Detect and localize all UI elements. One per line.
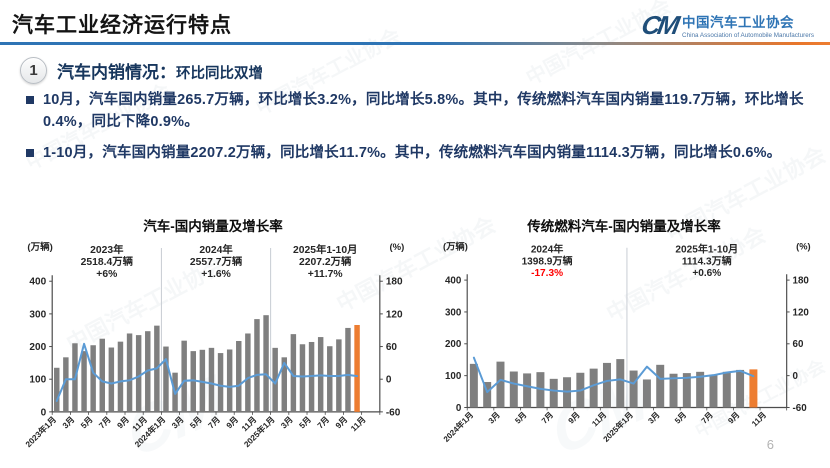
svg-text:7月: 7月 [316, 415, 331, 430]
svg-text:0: 0 [456, 403, 462, 414]
svg-text:2024年: 2024年 [199, 243, 233, 256]
logo-org-name: 中国汽车工业协会 [682, 15, 795, 30]
svg-text:60: 60 [793, 339, 804, 350]
svg-text:0: 0 [793, 371, 799, 382]
chart-fuel-domestic-sales: 传统燃料汽车-国内销量及增长率 (万辆) (%) 0 100 200 300 400 -60 0… [428, 219, 820, 461]
svg-text:120: 120 [793, 308, 810, 319]
svg-text:2025年1-10月: 2025年1-10月 [675, 243, 738, 256]
svg-text:3月: 3月 [279, 415, 294, 430]
svg-text:300: 300 [445, 308, 462, 319]
svg-text:2518.4万辆: 2518.4万辆 [81, 255, 134, 268]
svg-text:400: 400 [29, 277, 46, 288]
svg-text:5月: 5月 [298, 415, 313, 430]
bullet-text: 1-10月，汽车国内销量2207.2万辆，同比增长11.7%。其中，传统燃料汽车… [43, 144, 782, 161]
svg-text:3月: 3月 [646, 411, 661, 426]
svg-text:180: 180 [386, 277, 403, 288]
section-header: 1 汽车内销情况：环比同比双增 [20, 57, 830, 84]
svg-text:(万辆): (万辆) [27, 241, 52, 253]
bullet-square-icon [26, 96, 34, 104]
svg-text:180: 180 [793, 276, 810, 287]
svg-text:2024年1月: 2024年1月 [441, 410, 475, 444]
svg-text:11月: 11月 [349, 415, 367, 433]
bullet-square-icon [26, 148, 34, 157]
svg-text:+1.6%: +1.6% [201, 269, 231, 280]
section-number-badge: 1 [20, 57, 47, 84]
svg-text:200: 200 [445, 339, 462, 350]
svg-text:9月: 9月 [334, 415, 349, 430]
svg-text:2023年1月: 2023年1月 [23, 414, 58, 449]
svg-text:7月: 7月 [97, 415, 112, 430]
logo-text: 中国汽车工业协会 China Association of Automobile… [682, 11, 814, 39]
section-title: 汽车内销情况：环比同比双增 [57, 58, 263, 83]
svg-text:3月: 3月 [61, 415, 76, 430]
bullet-item: 1-10月，汽车国内销量2207.2万辆，同比增长11.7%。其中，传统燃料汽车… [26, 142, 816, 164]
chart-title: 汽车-国内销量及增长率 [143, 219, 283, 234]
header: 汽车工业经济运行特点 CM 中国汽车工业协会 China Association… [0, 0, 830, 42]
page-number: 6 [766, 437, 774, 452]
bullet-item: 10月，汽车国内销量265.7万辆，环比增长3.2%，同比增长5.8%。其中，传… [26, 89, 816, 134]
svg-text:0: 0 [386, 375, 392, 386]
caam-logo-icon: CM [638, 10, 679, 40]
svg-text:60: 60 [386, 342, 398, 353]
chart-auto-domestic-sales: 汽车-国内销量及增长率 (万辆) (%) 0 100 200 300 400 -60 0 60 12… [12, 219, 414, 461]
svg-text:2025年1-10月: 2025年1-10月 [293, 243, 357, 256]
svg-text:-17.3%: -17.3% [531, 268, 563, 279]
svg-text:7月: 7月 [540, 411, 555, 426]
svg-text:-60: -60 [793, 403, 808, 414]
chart-title: 传统燃料汽车-国内销量及增长率 [527, 219, 721, 234]
svg-text:2557.7万辆: 2557.7万辆 [190, 255, 243, 268]
svg-text:+6%: +6% [96, 269, 117, 280]
svg-text:3月: 3月 [170, 415, 185, 430]
svg-text:(万辆): (万辆) [443, 241, 468, 252]
svg-text:400: 400 [445, 276, 462, 287]
svg-text:200: 200 [29, 342, 46, 353]
header-divider [0, 42, 830, 45]
bullet-text: 10月，汽车国内销量265.7万辆，环比增长3.2%，同比增长5.8%。其中，传… [43, 92, 804, 131]
svg-text:11月: 11月 [590, 411, 608, 429]
svg-text:9月: 9月 [225, 415, 240, 430]
svg-text:5月: 5月 [188, 415, 203, 430]
section-subheading: 环比同比双增 [176, 66, 263, 82]
svg-text:2024年: 2024年 [531, 243, 564, 256]
svg-text:-60: -60 [386, 408, 401, 419]
svg-text:9月: 9月 [567, 411, 582, 426]
svg-text:3月: 3月 [487, 411, 502, 426]
svg-text:120: 120 [386, 310, 403, 321]
svg-text:100: 100 [445, 371, 462, 382]
bullet-list: 10月，汽车国内销量265.7万辆，环比增长3.2%，同比增长5.8%。其中，传… [26, 89, 816, 164]
svg-text:1114.3万辆: 1114.3万辆 [682, 255, 732, 268]
svg-text:+11.7%: +11.7% [308, 269, 343, 280]
svg-text:5月: 5月 [513, 411, 528, 426]
charts-row: 汽车-国内销量及增长率 (万辆) (%) 0 100 200 300 400 -60 0 60 12… [12, 219, 820, 461]
section-heading: 汽车内销情况： [57, 63, 176, 82]
svg-text:2023年: 2023年 [90, 243, 124, 256]
svg-text:5月: 5月 [79, 415, 94, 430]
svg-text:(%): (%) [796, 242, 810, 252]
svg-text:1398.9万辆: 1398.9万辆 [522, 255, 573, 268]
svg-text:7月: 7月 [700, 411, 715, 426]
logo-org-name-en: China Association of Automobile Manufact… [682, 32, 814, 39]
svg-text:7月: 7月 [207, 415, 222, 430]
svg-text:0: 0 [41, 408, 47, 419]
svg-text:300: 300 [29, 310, 46, 321]
svg-text:2207.2万辆: 2207.2万辆 [299, 255, 352, 268]
page-title: 汽车工业经济运行特点 [12, 14, 232, 37]
svg-text:+0.6%: +0.6% [692, 268, 721, 279]
svg-text:9月: 9月 [726, 411, 741, 426]
fuel-sales-chart-plot: (万辆) (%) 0 100 200 300 400 -60 0 60 120 180 2024年1月 3… [441, 241, 810, 444]
svg-text:(%): (%) [389, 242, 404, 253]
svg-text:5月: 5月 [673, 411, 688, 426]
svg-text:11月: 11月 [750, 411, 768, 429]
caam-logo: CM 中国汽车工业协会 China Association of Automob… [638, 10, 814, 40]
svg-text:9月: 9月 [116, 415, 131, 430]
svg-text:100: 100 [29, 375, 46, 386]
